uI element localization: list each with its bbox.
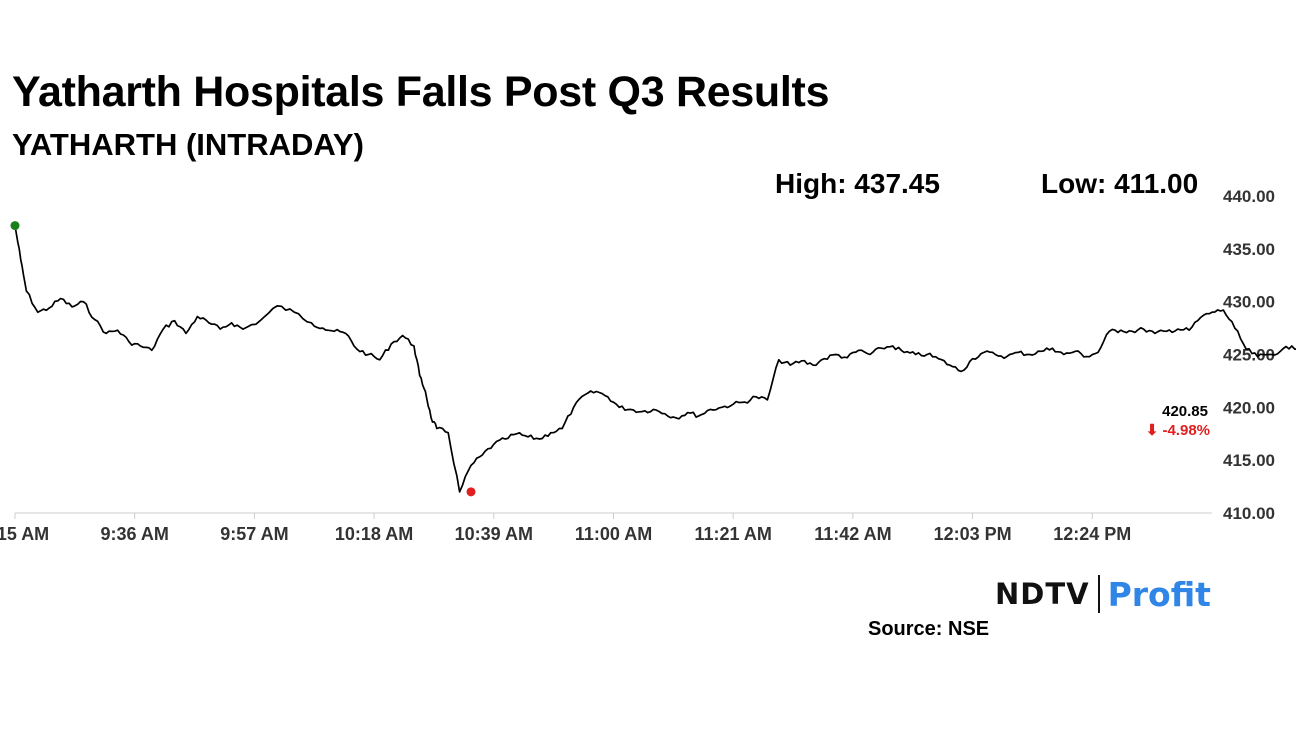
ndtv-profit-logo: NDTV Profit	[995, 572, 1211, 616]
x-tick-label: 11:42 AM	[814, 524, 891, 544]
high-value: High: 437.45	[775, 168, 940, 199]
x-tick-label: 10:39 AM	[455, 524, 533, 544]
y-tick-label: 425.00	[1223, 346, 1275, 365]
price-series-line	[14, 225, 1296, 493]
change-label: ⬇ -4.98%	[1146, 422, 1210, 439]
y-tick-label: 440.00	[1223, 187, 1275, 206]
x-tick-label: 11:00 AM	[575, 524, 652, 544]
low-value: Low: 411.00	[1041, 168, 1199, 199]
y-tick-label: 430.00	[1223, 293, 1275, 312]
x-tick-label: 10:18 AM	[335, 524, 413, 544]
x-tick-label: 12:24 PM	[1053, 524, 1131, 544]
x-tick-label: 9:57 AM	[220, 524, 288, 544]
source-label: Source: NSE	[868, 618, 990, 640]
start-marker	[10, 221, 20, 231]
x-tick-label: 11:21 AM	[695, 524, 772, 544]
last-price-label: 420.85	[1162, 403, 1208, 420]
logo-separator	[1097, 575, 1100, 613]
x-tick-label: 12:03 PM	[934, 524, 1012, 544]
chart-title: Yatharth Hospitals Falls Post Q3 Results	[12, 68, 830, 116]
logo-profit-text: Profit	[1107, 574, 1211, 614]
y-tick-label: 420.00	[1223, 398, 1275, 417]
x-tick-label: 9:36 AM	[101, 524, 169, 544]
y-tick-label: 410.00	[1223, 504, 1275, 523]
low-marker	[466, 487, 476, 497]
logo-ndtv-text: NDTV	[995, 577, 1090, 611]
x-tick-label: 9:15 AM	[0, 524, 49, 544]
y-tick-label: 415.00	[1223, 451, 1275, 470]
chart-subtitle: YATHARTH (INTRADAY)	[12, 127, 364, 162]
y-tick-label: 435.00	[1223, 240, 1275, 259]
